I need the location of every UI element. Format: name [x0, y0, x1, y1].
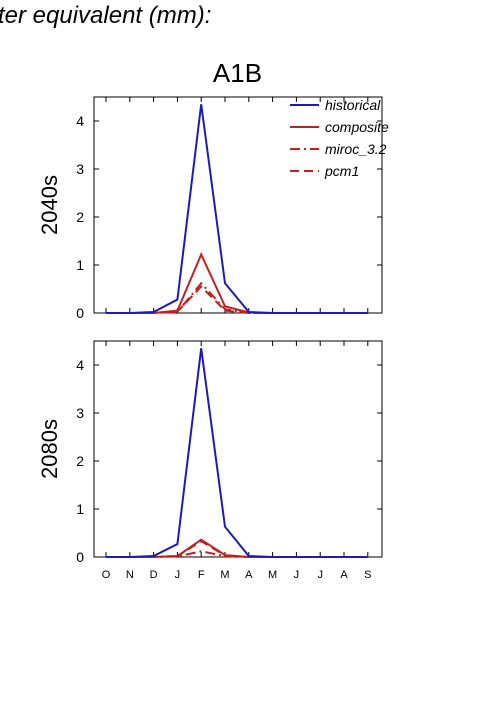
panel-1: 0 1 2 3 4 O N D J F M A M J J A S 2080s	[37, 340, 383, 581]
x-tick-label: S	[364, 569, 371, 581]
x-tick-label: J	[294, 569, 300, 581]
x-tick-label: J	[317, 569, 323, 581]
x-tick-label: N	[126, 569, 134, 581]
y-tick-label: 1	[76, 501, 84, 517]
series-line-composite	[106, 251, 368, 314]
y-tick-label: 4	[76, 357, 84, 373]
x-tick-label: A	[245, 569, 253, 581]
scenario-title: A1B	[213, 58, 262, 88]
y-tick-label: 4	[76, 113, 84, 129]
x-tick-label: J	[175, 569, 181, 581]
y-tick-label: 2	[76, 209, 84, 225]
y-tick-label: 3	[76, 405, 84, 421]
legend-label: composite	[325, 119, 389, 135]
y-axis-label: 2040s	[37, 175, 62, 235]
y-tick-label: 0	[76, 305, 84, 321]
legend-label: historical	[325, 97, 381, 113]
plot-frame	[93, 96, 383, 314]
x-tick-label: F	[198, 569, 205, 581]
legend-label: pcm1	[324, 163, 359, 179]
y-tick-label: 0	[76, 549, 84, 565]
x-tick-label: D	[150, 569, 158, 581]
x-tick-label: M	[220, 569, 229, 581]
x-tick-label: A	[340, 569, 348, 581]
series-line-historical	[106, 104, 368, 314]
y-tick-label: 3	[76, 161, 84, 177]
y-tick-label: 1	[76, 257, 84, 273]
x-tick-label: O	[102, 569, 111, 581]
panel-0: 0 1 2 3 4 2040s historical composite miroc_3.2pc…	[37, 96, 389, 321]
series-line-historical	[106, 348, 368, 558]
x-tick-label: M	[268, 569, 277, 581]
legend-label: miroc_3.2	[325, 141, 387, 157]
legend: historical composite miroc_3.2 pcm1	[290, 97, 389, 179]
plot-frame	[93, 340, 383, 558]
series-line-pcm1	[106, 539, 368, 558]
page-title: ter equivalent (mm):	[0, 2, 212, 29]
y-axis-label: 2080s	[37, 419, 62, 479]
y-tick-label: 2	[76, 453, 84, 469]
